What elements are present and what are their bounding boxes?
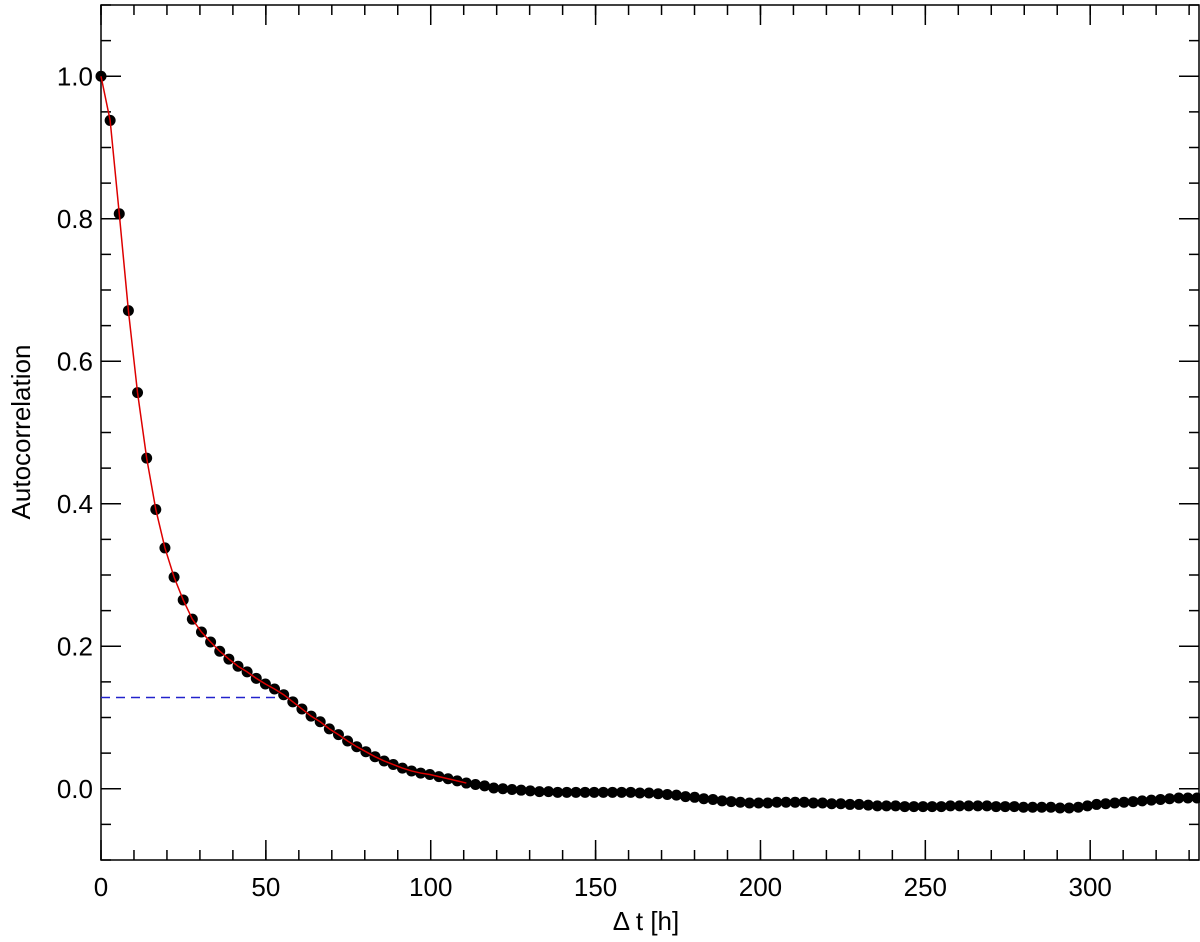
data-point (606, 786, 618, 798)
data-point (944, 800, 956, 812)
data-point (1136, 795, 1148, 807)
data-point (954, 800, 966, 812)
y-tick-label: 1.0 (57, 61, 93, 91)
x-tick-label: 250 (904, 872, 947, 902)
plot-frame (100, 4, 1200, 861)
data-point (981, 800, 993, 812)
data-point (716, 795, 728, 807)
data-point (844, 798, 856, 810)
data-point (1091, 798, 1103, 810)
data-point (1173, 792, 1185, 804)
data-point (890, 800, 902, 812)
data-point (972, 800, 984, 812)
data-point (533, 786, 545, 798)
data-point (1100, 798, 1112, 810)
y-axis-label: Autocorrelation (6, 345, 36, 520)
data-point (817, 797, 829, 809)
data-point (807, 797, 819, 809)
data-point (579, 786, 591, 798)
data-point (1127, 796, 1139, 808)
data-point (899, 801, 911, 813)
data-point (1045, 801, 1057, 813)
data-point (552, 786, 564, 798)
data-point (999, 801, 1011, 813)
data-point (1027, 801, 1039, 813)
data-point (935, 801, 947, 813)
data-point (771, 796, 783, 808)
x-tick-label: 150 (574, 872, 617, 902)
data-point (1017, 801, 1029, 813)
x-tick-label: 100 (409, 872, 452, 902)
data-point (853, 798, 865, 810)
data-point (743, 797, 755, 809)
data-point (1081, 800, 1093, 812)
data-point (616, 786, 628, 798)
y-tick-label: 0.0 (57, 774, 93, 804)
data-point (707, 793, 719, 805)
data-point (871, 800, 883, 812)
data-point (753, 797, 765, 809)
data-point (826, 798, 838, 810)
data-point (689, 791, 701, 803)
data-point (762, 797, 774, 809)
data-point (835, 798, 847, 810)
data-point (698, 793, 710, 805)
data-point (926, 801, 938, 813)
x-tick-label: 0 (94, 872, 108, 902)
data-point (1063, 802, 1075, 814)
data-point (597, 786, 609, 798)
data-point (1154, 793, 1166, 805)
y-tick-label: 0.8 (57, 204, 93, 234)
data-point (469, 778, 481, 790)
data-point (515, 784, 527, 796)
data-point (1145, 794, 1157, 806)
data-point (1191, 792, 1200, 804)
x-tick-label: 50 (251, 872, 280, 902)
y-tick-label: 0.6 (57, 346, 93, 376)
x-tick-label: 300 (1068, 872, 1111, 902)
data-point (1036, 801, 1048, 813)
y-tick-label: 0.4 (57, 489, 93, 519)
data-point (680, 791, 692, 803)
fit-line (100, 76, 467, 784)
data-point (479, 780, 491, 792)
data-point (1164, 793, 1176, 805)
y-tick-label: 0.2 (57, 631, 93, 661)
data-point (1109, 797, 1121, 809)
data-point (725, 796, 737, 808)
data-point (780, 796, 792, 808)
data-point (1072, 801, 1084, 813)
x-axis-label: Δ t [h] (613, 906, 680, 936)
data-point (880, 800, 892, 812)
data-point (506, 783, 518, 795)
data-point (570, 786, 582, 798)
data-point (652, 788, 664, 800)
data-point (634, 787, 646, 799)
data-point (734, 796, 746, 808)
data-point (1118, 796, 1130, 808)
data-point (789, 796, 801, 808)
data-point (561, 786, 573, 798)
data-point (908, 801, 920, 813)
data-point (497, 783, 509, 795)
data-point (1182, 792, 1194, 804)
data-point (963, 800, 975, 812)
data-point (661, 788, 673, 800)
data-point (488, 782, 500, 794)
data-point (625, 786, 637, 798)
data-point (524, 785, 536, 797)
data-point (1008, 801, 1020, 813)
data-point (798, 796, 810, 808)
x-tick-label: 200 (739, 872, 782, 902)
data-point (1054, 802, 1066, 814)
data-point (670, 789, 682, 801)
data-point (990, 801, 1002, 813)
data-point (862, 799, 874, 811)
data-point (588, 786, 600, 798)
data-point (917, 801, 929, 813)
data-point (643, 787, 655, 799)
data-point (543, 786, 555, 798)
